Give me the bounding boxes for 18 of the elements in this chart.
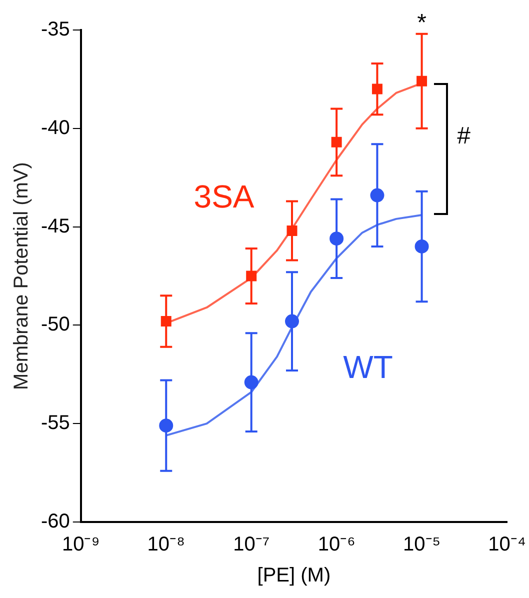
y-tick-label: -45 [41, 215, 70, 238]
x-tick-label: 10⁻⁷ [233, 534, 270, 556]
x-tick-label: 10⁻⁹ [62, 534, 100, 556]
x-axis-title: [PE] (M) [257, 564, 331, 587]
annotation: * [417, 9, 426, 36]
series-label: 3SA [194, 178, 255, 215]
x-tick-label: 10⁻⁶ [318, 534, 356, 556]
y-tick-label: -50 [41, 314, 70, 336]
x-tick-label: 10⁻⁴ [488, 534, 526, 556]
y-tick-label: -55 [41, 412, 70, 434]
y-tick-label: -60 [41, 510, 70, 533]
series-label: WT [343, 349, 393, 386]
y-axis-title: Membrane Potential (mV) [10, 162, 33, 390]
x-tick-label: 10⁻⁵ [403, 534, 441, 556]
y-tick-label: -35 [41, 18, 70, 41]
x-tick-label: 10⁻⁸ [147, 534, 185, 556]
y-tick-label: -40 [41, 116, 70, 139]
annotation: # [457, 122, 472, 150]
